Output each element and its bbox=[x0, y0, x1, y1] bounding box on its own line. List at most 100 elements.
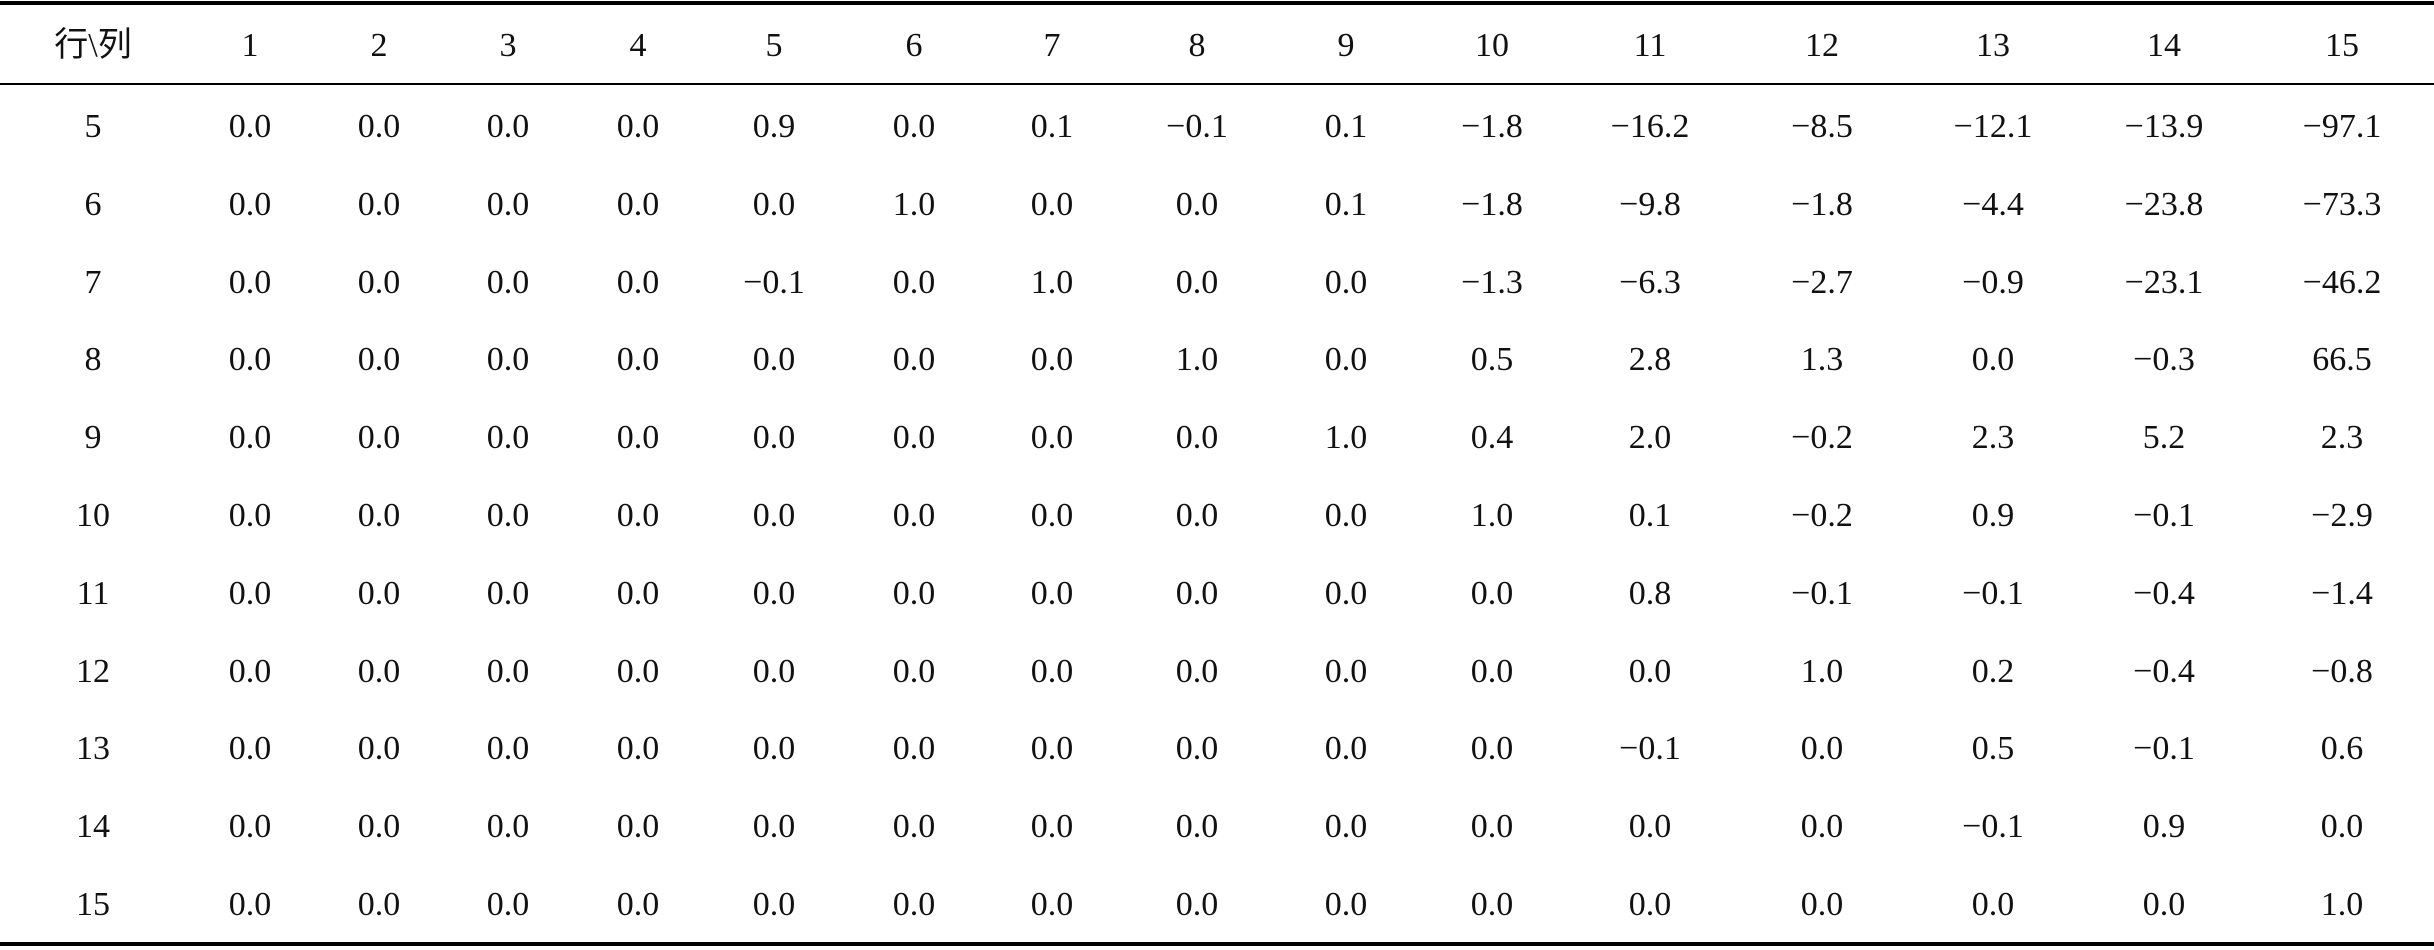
table-cell: 0.0 bbox=[1030, 574, 1074, 612]
table-cell: 0.0 bbox=[1175, 497, 1219, 534]
table-cell: 0.1 bbox=[1628, 497, 1672, 534]
table-cell: 0.0 bbox=[486, 108, 530, 145]
table-cell: −1.8 bbox=[1461, 185, 1523, 223]
header-cell: 6 bbox=[905, 27, 923, 64]
table-cell: −1.3 bbox=[1461, 263, 1523, 301]
table-cell: 0.0 bbox=[486, 185, 530, 223]
table-cell: −2.9 bbox=[2311, 497, 2373, 534]
table-cell: 0.0 bbox=[616, 808, 660, 846]
table-cell: 0.0 bbox=[752, 808, 796, 846]
table-cell: 0.0 bbox=[1470, 808, 1514, 846]
row-label: 11 bbox=[76, 574, 110, 612]
table-cell: −23.8 bbox=[2124, 185, 2204, 223]
table-cell: 0.1 bbox=[1030, 108, 1074, 145]
table-cell: 0.0 bbox=[892, 497, 936, 534]
table-cell: 0.0 bbox=[892, 341, 936, 379]
table-cell: 0.0 bbox=[616, 341, 660, 379]
table-cell: 0.0 bbox=[357, 108, 401, 145]
table-cell: −97.1 bbox=[2302, 108, 2382, 145]
table-cell: 0.0 bbox=[2142, 886, 2186, 923]
table-cell: 0.1 bbox=[1324, 185, 1368, 223]
table-cell: −0.1 bbox=[743, 263, 805, 301]
table-cell: 0.0 bbox=[357, 808, 401, 846]
table-cell: −46.2 bbox=[2302, 263, 2382, 301]
table-cell: 0.0 bbox=[616, 185, 660, 223]
table-cell: 0.9 bbox=[1971, 497, 2015, 534]
row-label: 14 bbox=[76, 808, 110, 846]
table-cell: 0.0 bbox=[1030, 419, 1074, 457]
table-cell: 0.6 bbox=[2320, 730, 2364, 768]
table-cell: 0.0 bbox=[1324, 497, 1368, 534]
table-cell: −23.1 bbox=[2124, 263, 2204, 301]
table-cell: 0.0 bbox=[1470, 886, 1514, 923]
table-cell: 1.0 bbox=[1470, 497, 1514, 534]
table-cell: 0.0 bbox=[357, 886, 401, 923]
table-cell: −6.3 bbox=[1619, 263, 1681, 301]
table-cell: 0.0 bbox=[752, 886, 796, 923]
table-cell: 0.0 bbox=[486, 886, 530, 923]
table-cell: 0.0 bbox=[1324, 263, 1368, 301]
table-cell: 0.0 bbox=[1628, 808, 1672, 846]
table-cell: 0.0 bbox=[486, 263, 530, 301]
table-cell: 0.0 bbox=[892, 419, 936, 457]
table-cell: −4.4 bbox=[1962, 185, 2024, 223]
table-cell: 1.0 bbox=[1324, 419, 1368, 457]
table-cell: 0.0 bbox=[228, 652, 272, 690]
table-cell: 0.0 bbox=[616, 263, 660, 301]
table-cell: −0.1 bbox=[1166, 108, 1228, 145]
table-cell: −0.3 bbox=[2133, 341, 2195, 379]
table-cell: 0.0 bbox=[1470, 574, 1514, 612]
table-cell: −2.7 bbox=[1791, 263, 1853, 301]
table-cell: 0.0 bbox=[1030, 808, 1074, 846]
table-cell: 0.0 bbox=[1030, 730, 1074, 768]
table-cell: 0.0 bbox=[616, 652, 660, 690]
table-cell: 0.0 bbox=[616, 419, 660, 457]
table-cell: 0.9 bbox=[2142, 808, 2186, 846]
table-cell: 0.0 bbox=[1324, 886, 1368, 923]
table-cell: 0.0 bbox=[486, 652, 530, 690]
header-cell: 5 bbox=[765, 27, 783, 64]
table-cell: −0.1 bbox=[1791, 574, 1853, 612]
table-cell: 0.0 bbox=[752, 652, 796, 690]
table-cell: 0.0 bbox=[486, 419, 530, 457]
table-cell: 0.0 bbox=[1470, 730, 1514, 768]
table-cell: −73.3 bbox=[2302, 185, 2382, 223]
table-cell: 0.0 bbox=[1324, 730, 1368, 768]
table-cell: 0.0 bbox=[616, 108, 660, 145]
table-cell: 0.0 bbox=[1470, 652, 1514, 690]
table-cell: 0.0 bbox=[616, 497, 660, 534]
table-cell: −0.2 bbox=[1791, 497, 1853, 534]
table-cell: 0.0 bbox=[892, 808, 936, 846]
table-cell: 0.0 bbox=[1324, 574, 1368, 612]
table-cell: 0.1 bbox=[1324, 108, 1368, 145]
table-cell: −0.4 bbox=[2133, 652, 2195, 690]
table-cell: −9.8 bbox=[1619, 185, 1681, 223]
table-cell: 0.0 bbox=[892, 263, 936, 301]
table-cell: −0.8 bbox=[2311, 652, 2373, 690]
table-cell: 0.0 bbox=[357, 497, 401, 534]
table-cell: −8.5 bbox=[1791, 108, 1853, 145]
table-cell: 0.0 bbox=[1800, 886, 1844, 923]
table-cell: 0.0 bbox=[357, 652, 401, 690]
table-cell: 0.0 bbox=[228, 730, 272, 768]
table-cell: −16.2 bbox=[1610, 108, 1690, 145]
bottom-rule bbox=[0, 942, 2434, 946]
table-cell: 0.0 bbox=[1175, 263, 1219, 301]
table-cell: 66.5 bbox=[2312, 341, 2372, 379]
table-cell: 0.0 bbox=[752, 419, 796, 457]
table-cell: 0.0 bbox=[1800, 808, 1844, 846]
table-cell: 0.0 bbox=[1175, 808, 1219, 846]
table-cell: 2.3 bbox=[1971, 419, 2015, 457]
table-cell: −1.8 bbox=[1791, 185, 1853, 223]
table-cell: −1.8 bbox=[1461, 108, 1523, 145]
header-cell: 9 bbox=[1337, 27, 1355, 64]
table-cell: 0.0 bbox=[892, 886, 936, 923]
header-cell: 15 bbox=[2325, 27, 2359, 64]
table-cell: 0.0 bbox=[228, 341, 272, 379]
row-label: 5 bbox=[84, 108, 102, 145]
header-cell: 1 bbox=[241, 27, 259, 64]
table-cell: 0.0 bbox=[1971, 886, 2015, 923]
table-cell: 0.0 bbox=[1175, 419, 1219, 457]
table-cell: −0.2 bbox=[1791, 419, 1853, 457]
table-cell: 0.2 bbox=[1971, 652, 2015, 690]
